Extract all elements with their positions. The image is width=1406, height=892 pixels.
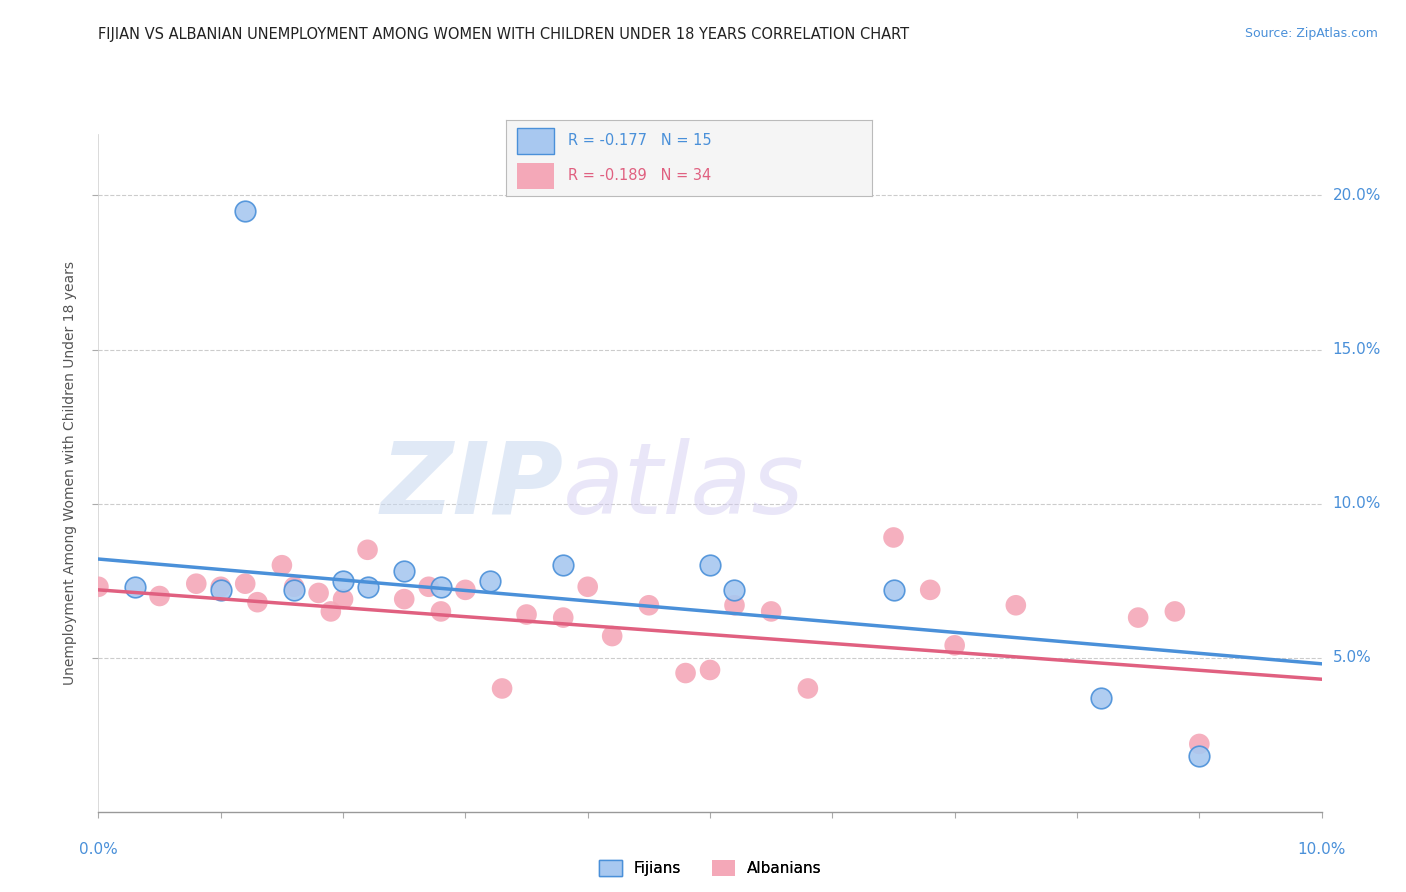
Legend: Fijians, Albanians: Fijians, Albanians: [592, 854, 828, 882]
Point: [1090, 690, 1112, 705]
Point: [430, 580, 453, 594]
Point: [356, 542, 378, 557]
Point: [332, 574, 354, 588]
Point: [319, 604, 342, 618]
Text: 5.0%: 5.0%: [1333, 650, 1371, 665]
Point: [600, 629, 623, 643]
Point: [418, 580, 440, 594]
Point: [233, 576, 256, 591]
Text: ZIP: ZIP: [380, 438, 564, 535]
Point: [553, 610, 575, 624]
Point: [576, 580, 599, 594]
Text: Source: ZipAtlas.com: Source: ZipAtlas.com: [1244, 27, 1378, 40]
Point: [332, 592, 354, 607]
Point: [149, 589, 172, 603]
Text: 0.0%: 0.0%: [79, 842, 118, 857]
Text: 10.0%: 10.0%: [1333, 496, 1381, 511]
Point: [392, 592, 416, 607]
Point: [1004, 599, 1026, 613]
Point: [920, 582, 942, 597]
Point: [699, 663, 721, 677]
Point: [759, 604, 782, 618]
Text: atlas: atlas: [564, 438, 804, 535]
Text: R = -0.177   N = 15: R = -0.177 N = 15: [568, 134, 711, 148]
Point: [209, 582, 232, 597]
Point: [516, 607, 538, 622]
Point: [186, 576, 208, 591]
Point: [454, 582, 477, 597]
Point: [270, 558, 292, 573]
Point: [124, 580, 146, 594]
Point: [430, 604, 453, 618]
Point: [209, 580, 232, 594]
Y-axis label: Unemployment Among Women with Children Under 18 years: Unemployment Among Women with Children U…: [63, 260, 77, 685]
Point: [283, 580, 305, 594]
Point: [246, 595, 269, 609]
Point: [1164, 604, 1187, 618]
Point: [233, 203, 256, 218]
Bar: [517, 163, 554, 189]
Text: R = -0.189   N = 34: R = -0.189 N = 34: [568, 169, 711, 183]
Point: [478, 574, 501, 588]
Point: [883, 582, 905, 597]
Text: 15.0%: 15.0%: [1333, 342, 1381, 357]
Bar: [517, 128, 554, 153]
Point: [675, 666, 697, 681]
Point: [883, 531, 905, 545]
Point: [1188, 749, 1211, 764]
Point: [308, 586, 330, 600]
Point: [491, 681, 513, 696]
Point: [723, 599, 745, 613]
Text: 10.0%: 10.0%: [1298, 842, 1346, 857]
Point: [283, 582, 305, 597]
Point: [797, 681, 820, 696]
Point: [553, 558, 575, 573]
Point: [1188, 737, 1211, 751]
Text: FIJIAN VS ALBANIAN UNEMPLOYMENT AMONG WOMEN WITH CHILDREN UNDER 18 YEARS CORRELA: FIJIAN VS ALBANIAN UNEMPLOYMENT AMONG WO…: [98, 27, 910, 42]
Point: [356, 580, 378, 594]
Point: [637, 599, 661, 613]
Point: [392, 565, 416, 579]
Point: [1128, 610, 1150, 624]
Point: [723, 582, 745, 597]
Point: [699, 558, 721, 573]
Point: [943, 638, 966, 652]
Text: 20.0%: 20.0%: [1333, 188, 1381, 202]
Point: [87, 580, 110, 594]
